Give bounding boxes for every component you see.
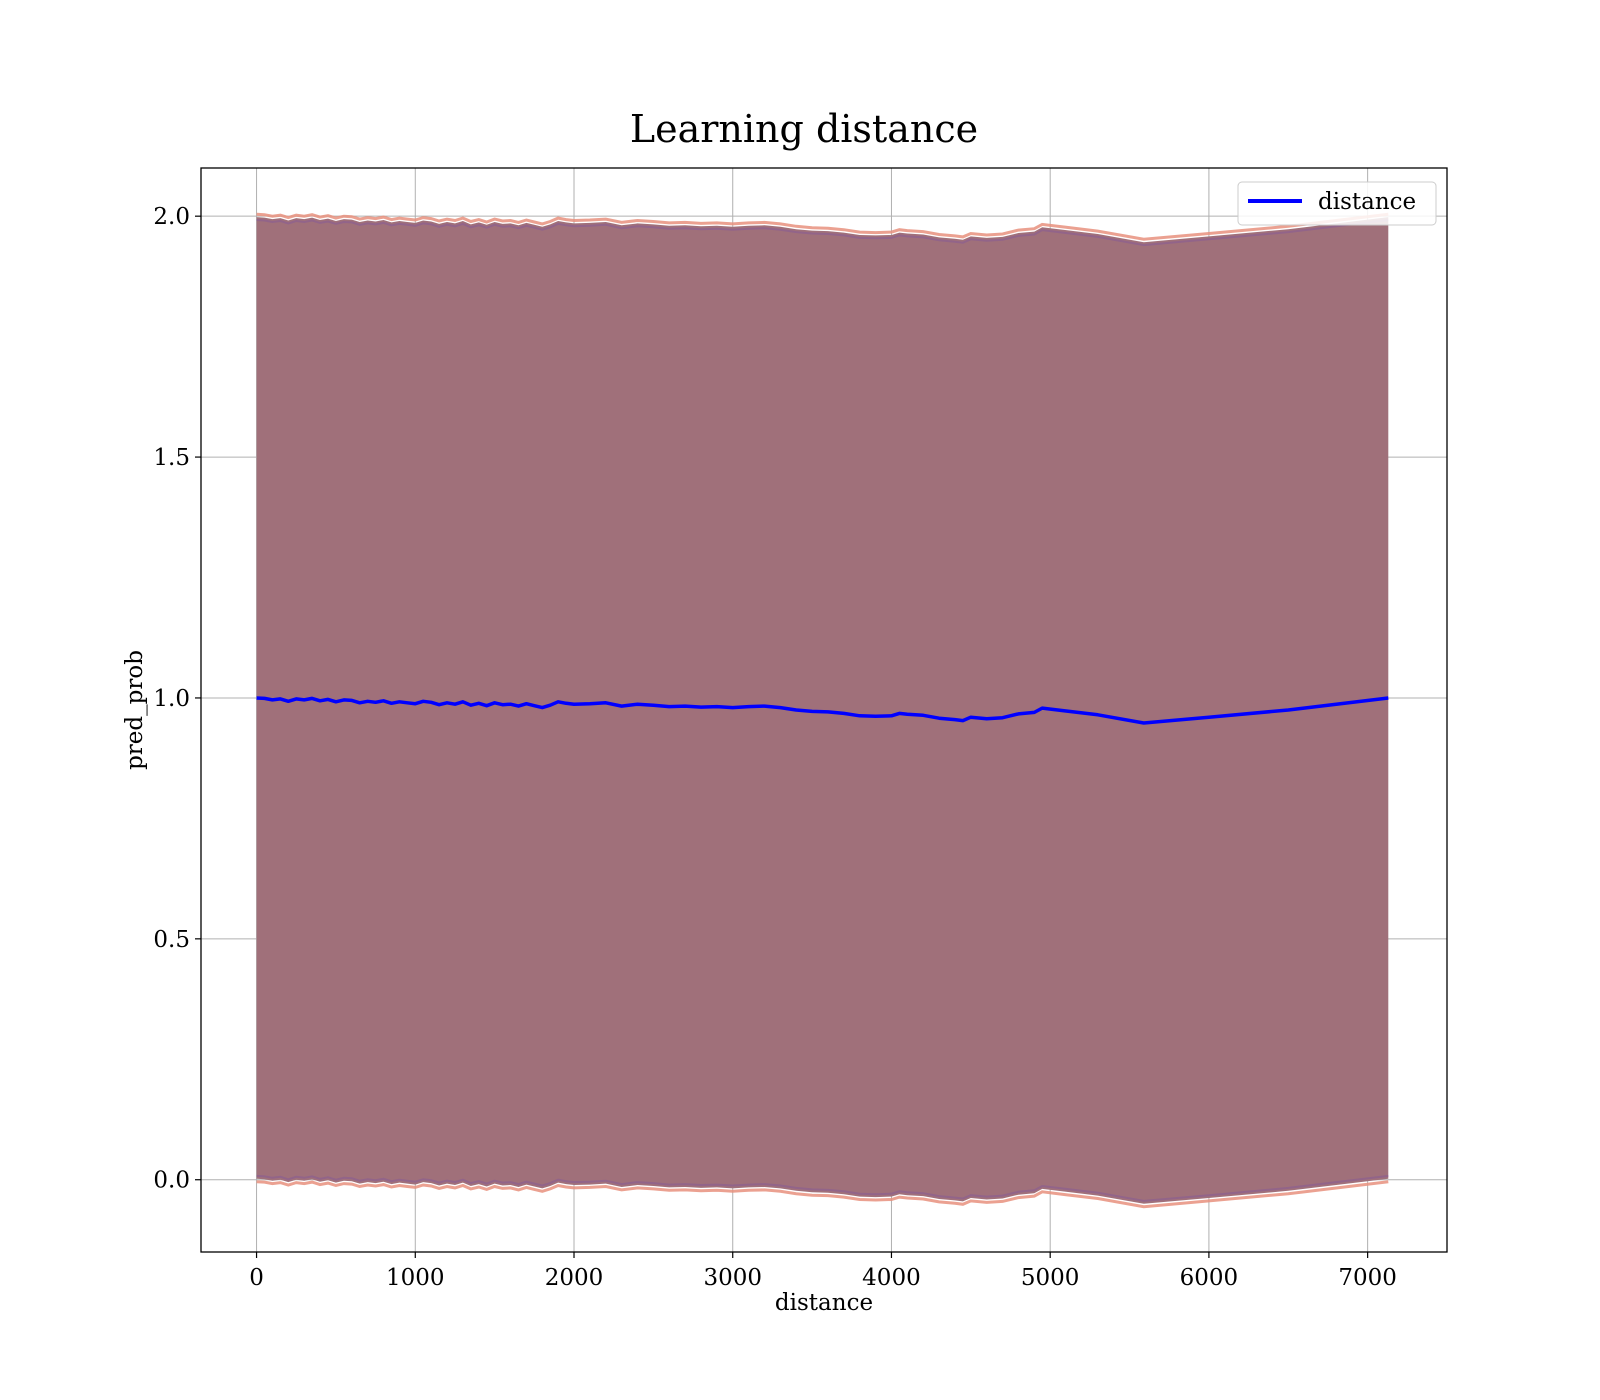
y-tick-label: 1.5 xyxy=(153,445,190,471)
y-tick-label: 0.5 xyxy=(153,927,190,953)
y-axis: 0.0 0.5 1.0 1.5 2.0 xyxy=(153,204,201,1194)
band-upper-edge-inner xyxy=(256,219,1389,247)
x-tick-label: 6000 xyxy=(1180,1265,1239,1291)
x-tick-label: 5000 xyxy=(1021,1265,1080,1291)
y-tick-label: 2.0 xyxy=(153,204,190,230)
x-tick-label: 7000 xyxy=(1338,1265,1397,1291)
y-tick-label: 0.0 xyxy=(153,1168,190,1194)
x-axis-label: distance xyxy=(775,1290,873,1316)
band-upper-edge-outer xyxy=(256,212,1389,241)
legend: distance xyxy=(1237,181,1437,226)
legend-label-distance: distance xyxy=(1318,189,1416,215)
x-tick-label: 2000 xyxy=(545,1265,604,1291)
x-tick-label: 4000 xyxy=(862,1265,921,1291)
x-tick-label: 3000 xyxy=(703,1265,762,1291)
y-axis-label: pred_prob xyxy=(122,650,148,770)
chart-title: Learning distance xyxy=(630,107,978,151)
x-tick-label: 0 xyxy=(249,1265,264,1291)
x-axis: 0 1000 2000 3000 4000 5000 6000 7000 xyxy=(249,1252,1397,1291)
plot-frame xyxy=(200,167,1448,1253)
band-lower-edge-inner xyxy=(256,1174,1389,1202)
y-tick-label: 1.0 xyxy=(153,686,190,712)
legend-box xyxy=(1237,181,1437,226)
line-layer xyxy=(256,696,1389,725)
x-tick-label: 1000 xyxy=(386,1265,445,1291)
band-lower-edge-outer xyxy=(256,1180,1389,1209)
series-line-distance xyxy=(256,696,1389,725)
